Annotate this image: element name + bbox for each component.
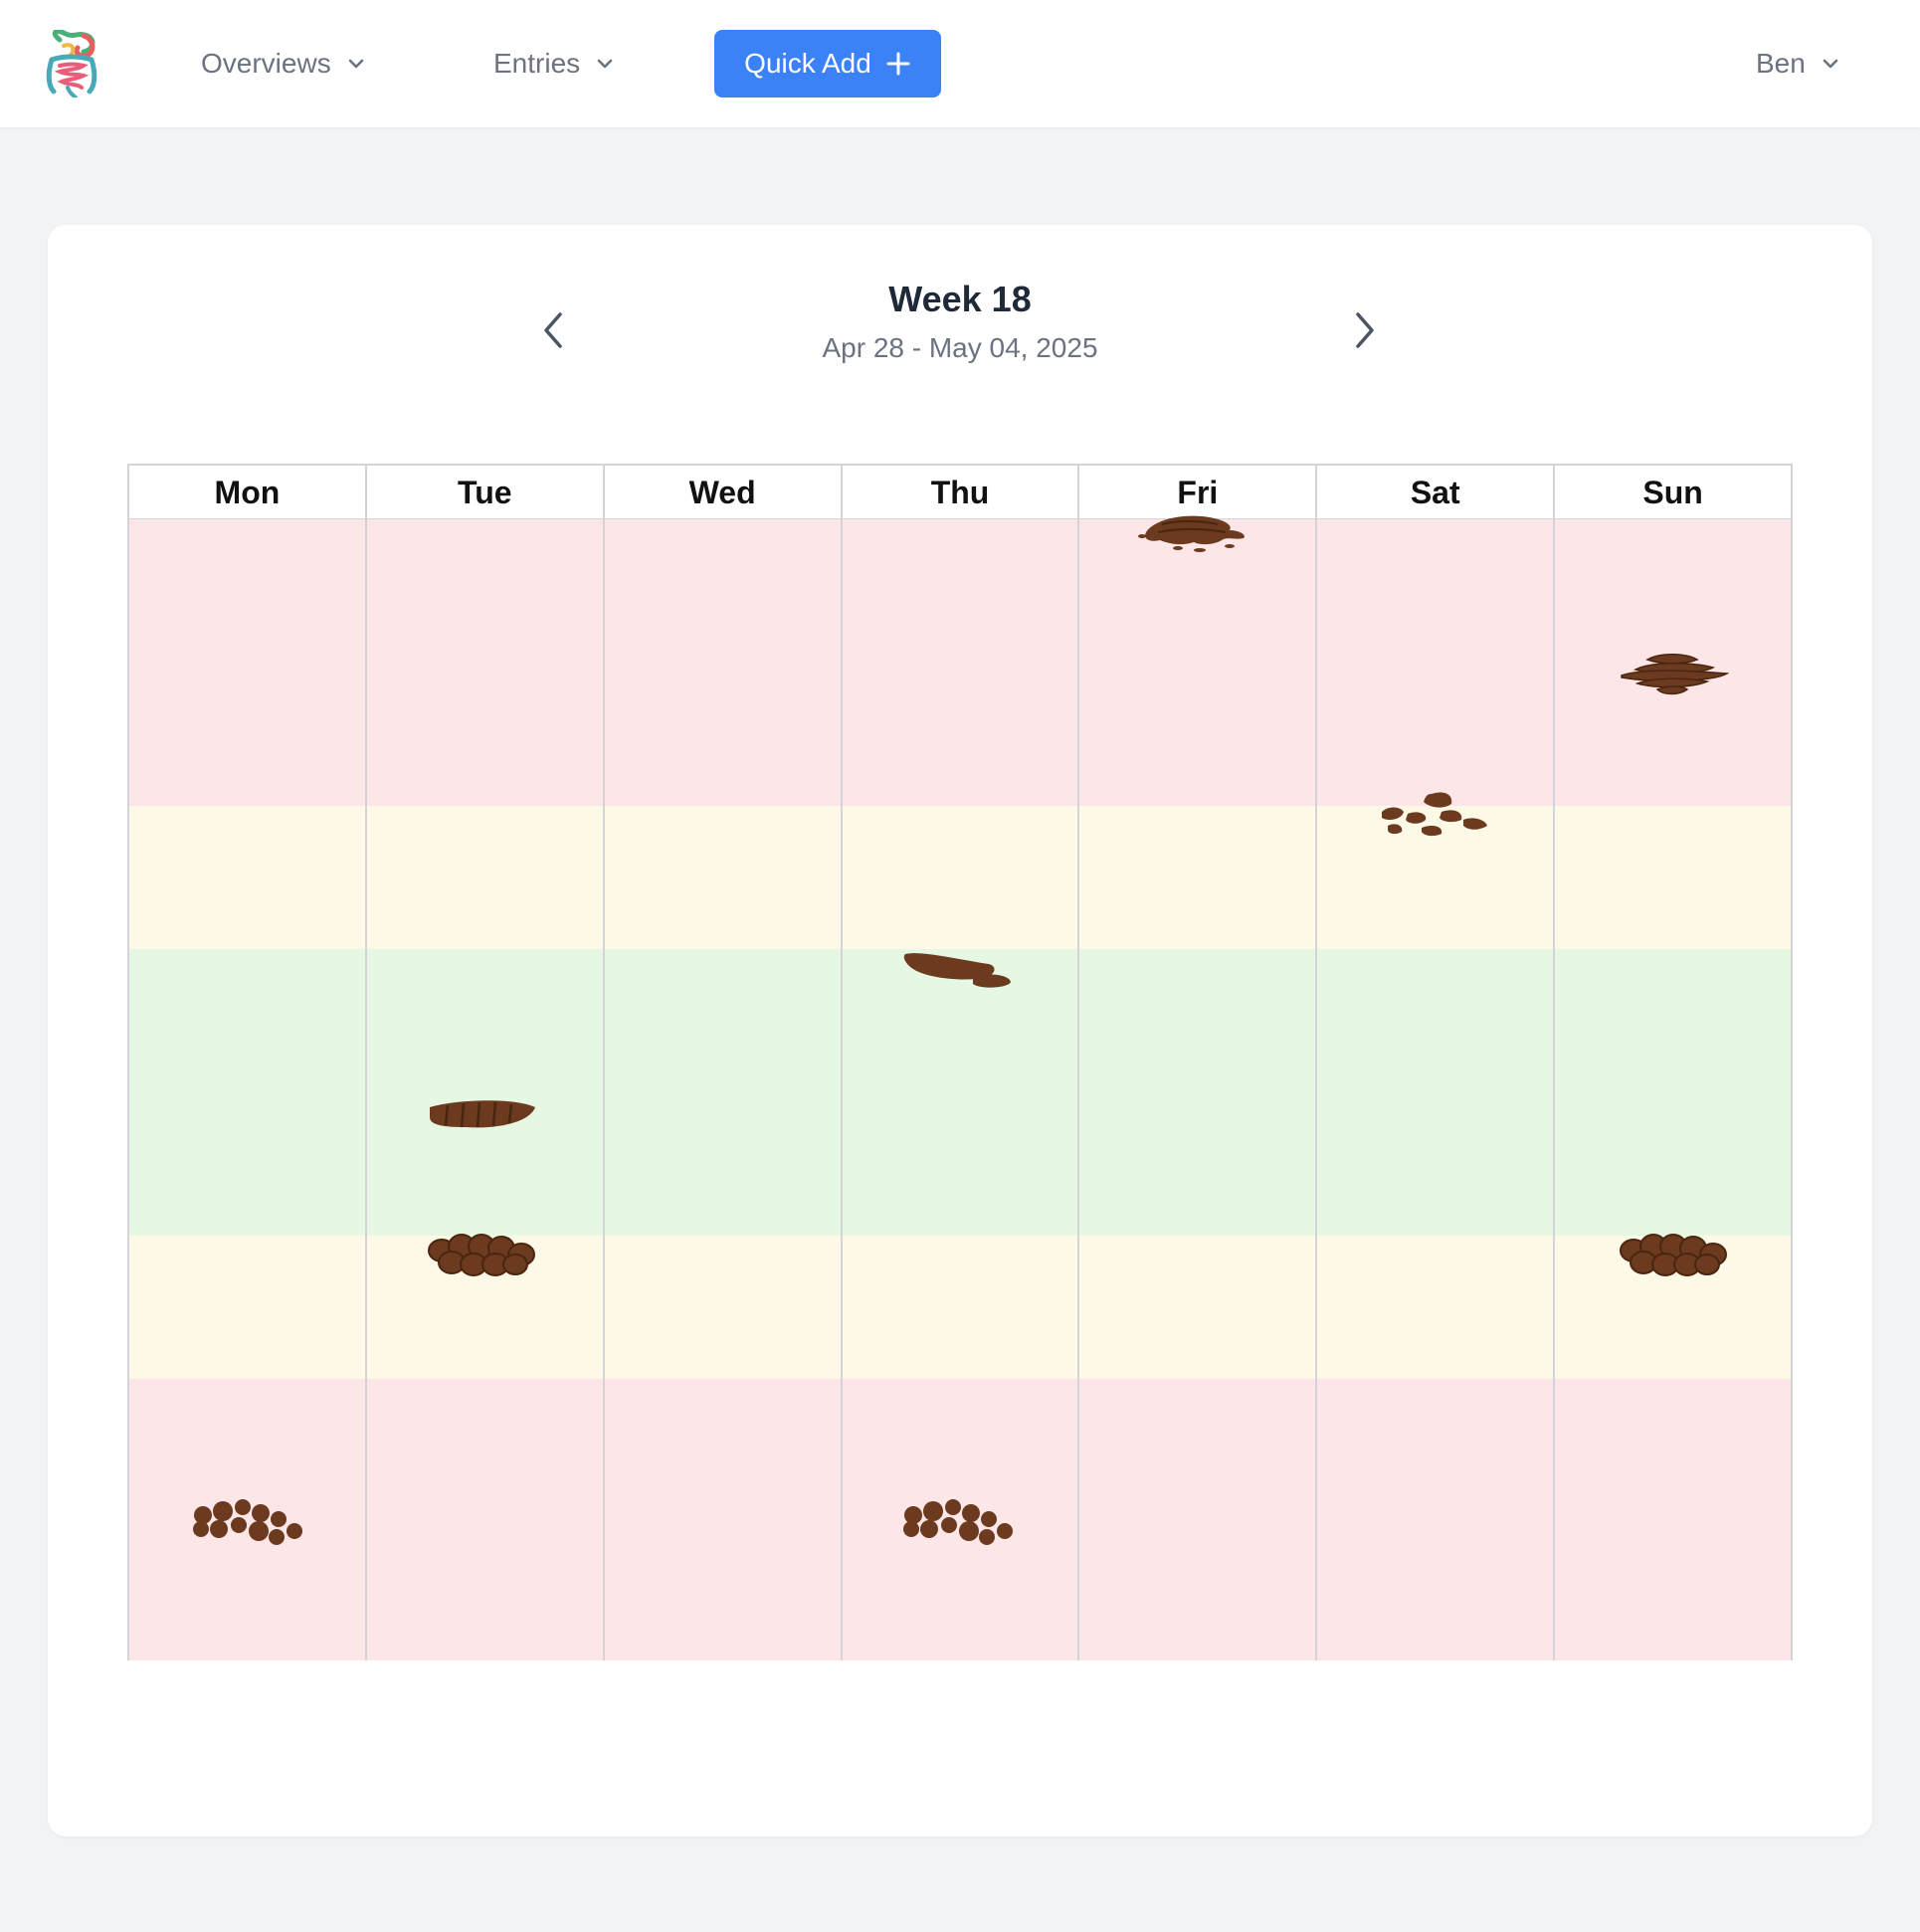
day-header-sat: Sat bbox=[1317, 466, 1556, 518]
zone-band-yellow-lower bbox=[129, 1236, 1791, 1379]
day-column bbox=[129, 519, 367, 1660]
entry-lumpy-sausage[interactable] bbox=[1618, 1227, 1729, 1282]
plus-icon bbox=[886, 52, 910, 76]
day-header-fri: Fri bbox=[1079, 466, 1318, 518]
chevron-down-icon bbox=[348, 59, 364, 69]
day-header-mon: Mon bbox=[129, 466, 367, 518]
chevron-right-icon bbox=[1356, 312, 1374, 348]
week-navigator: Week 18 Apr 28 - May 04, 2025 bbox=[48, 279, 1872, 388]
previous-week-button[interactable] bbox=[531, 304, 575, 356]
chevron-down-icon bbox=[597, 59, 613, 69]
day-header-thu: Thu bbox=[843, 466, 1080, 518]
day-column bbox=[367, 519, 605, 1660]
day-column bbox=[843, 519, 1080, 1660]
chevron-down-icon bbox=[1823, 59, 1838, 69]
zone-band-red-bottom bbox=[129, 1379, 1791, 1660]
separate-hard-lumps-icon bbox=[193, 1499, 302, 1545]
day-header-tue: Tue bbox=[367, 466, 605, 518]
zone-band-yellow-upper bbox=[129, 806, 1791, 949]
week-calendar-grid: Mon Tue Wed Thu Fri Sat Sun bbox=[127, 464, 1793, 1660]
day-column bbox=[605, 519, 843, 1660]
separate-hard-lumps-icon bbox=[903, 1499, 1013, 1545]
next-week-button[interactable] bbox=[1343, 304, 1387, 356]
weekly-overview-card: Week 18 Apr 28 - May 04, 2025 Mon Tue We… bbox=[48, 225, 1872, 1836]
nav-overviews-dropdown[interactable]: Overviews bbox=[201, 40, 367, 88]
quick-add-label: Quick Add bbox=[744, 48, 871, 79]
entry-soft-blobs[interactable] bbox=[1378, 790, 1489, 846]
nav-entries-label: Entries bbox=[493, 48, 581, 79]
top-navigation-bar: Overviews Entries Quick Add Ben bbox=[0, 0, 1920, 127]
smooth-sausage-icon bbox=[903, 953, 1011, 988]
user-menu-dropdown[interactable]: Ben bbox=[1756, 40, 1841, 88]
day-column-lines bbox=[129, 519, 1791, 1660]
lumpy-sausage-icon bbox=[1620, 1234, 1727, 1276]
nav-overviews-label: Overviews bbox=[201, 48, 331, 79]
entry-lumpy-sausage[interactable] bbox=[426, 1227, 537, 1282]
week-title: Week 18 bbox=[888, 279, 1032, 319]
sausage-cracked-icon bbox=[430, 1100, 535, 1128]
entry-sausage-cracked[interactable] bbox=[426, 1087, 537, 1143]
day-header-sun: Sun bbox=[1642, 475, 1703, 510]
week-date-range: Apr 28 - May 04, 2025 bbox=[822, 332, 1098, 363]
soft-blobs-icon bbox=[1382, 792, 1487, 837]
mushy-icon bbox=[1621, 654, 1730, 695]
zone-band-green bbox=[129, 949, 1791, 1236]
zone-bands bbox=[129, 519, 1791, 1660]
entry-separate-hard-lumps[interactable] bbox=[901, 1495, 1013, 1551]
watery-icon bbox=[1138, 515, 1245, 552]
quick-add-button[interactable]: Quick Add bbox=[714, 30, 941, 97]
nav-entries-dropdown[interactable]: Entries bbox=[493, 40, 616, 88]
entry-watery[interactable] bbox=[1138, 506, 1249, 562]
zone-band-red-top bbox=[129, 519, 1791, 806]
day-column bbox=[1079, 519, 1318, 1660]
entry-mushy[interactable] bbox=[1618, 648, 1730, 703]
day-header-wed: Wed bbox=[605, 466, 843, 518]
day-header-row: Mon Tue Wed Thu Fri Sat Sun bbox=[129, 466, 1791, 519]
lumpy-sausage-icon bbox=[428, 1234, 535, 1276]
user-name-label: Ben bbox=[1756, 48, 1806, 79]
app-logo-intestine-icon[interactable] bbox=[44, 29, 99, 99]
entry-separate-hard-lumps[interactable] bbox=[191, 1495, 302, 1551]
entry-smooth-sausage[interactable] bbox=[901, 944, 1013, 1000]
chevron-left-icon bbox=[544, 312, 562, 348]
day-column bbox=[1317, 519, 1556, 1660]
